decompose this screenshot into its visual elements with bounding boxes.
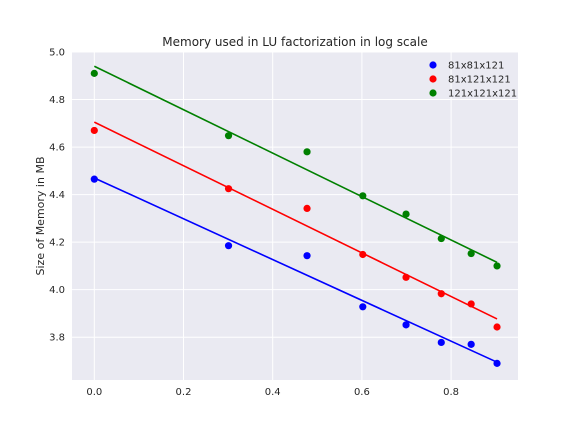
x-tick-label: 0.2 bbox=[176, 387, 192, 398]
y-tick-label: 4.8 bbox=[49, 95, 65, 106]
legend-marker bbox=[429, 61, 437, 69]
data-point bbox=[303, 252, 311, 260]
y-axis-label: Size of Memory in MB bbox=[34, 157, 47, 276]
fit-line bbox=[93, 65, 498, 264]
grid bbox=[72, 51, 518, 380]
legend-marker bbox=[429, 75, 437, 83]
data-point bbox=[224, 242, 233, 250]
data-point bbox=[224, 132, 233, 140]
fit-line bbox=[93, 121, 498, 320]
data-point bbox=[402, 210, 410, 218]
data-point bbox=[359, 303, 367, 311]
y-tick-label: 4.0 bbox=[49, 285, 65, 296]
x-tick-label: 0.4 bbox=[265, 387, 281, 398]
fit-line bbox=[93, 177, 498, 363]
x-tick-label: 0.6 bbox=[354, 387, 370, 398]
data-point bbox=[493, 359, 501, 367]
data-point bbox=[303, 204, 311, 212]
legend-label: 81x121x121 bbox=[448, 75, 511, 86]
data-point bbox=[467, 249, 475, 258]
legend-label: 121x121x121 bbox=[448, 89, 517, 100]
data-point bbox=[224, 185, 233, 193]
y-tick-label: 5.0 bbox=[49, 48, 65, 59]
y-tick-label: 4.2 bbox=[49, 238, 65, 249]
data-point bbox=[359, 250, 367, 259]
data-points bbox=[90, 69, 501, 367]
data-point bbox=[467, 340, 475, 348]
data-point bbox=[437, 290, 445, 298]
data-point bbox=[493, 323, 501, 331]
chart-title: Memory used in LU factorization in log s… bbox=[162, 35, 427, 49]
y-tick-labels: 3.8 4.0 4.2 4.4 4.6 4.8 5.0 bbox=[49, 48, 65, 344]
data-point bbox=[90, 175, 98, 183]
y-tick-label: 4.6 bbox=[49, 143, 65, 154]
y-tick-label: 3.8 bbox=[49, 333, 65, 344]
data-point bbox=[359, 192, 367, 200]
data-point bbox=[90, 69, 98, 77]
data-point bbox=[493, 262, 501, 270]
x-tick-label: 0.8 bbox=[443, 387, 459, 398]
fit-lines bbox=[93, 65, 498, 363]
data-point bbox=[90, 126, 98, 135]
data-point bbox=[303, 148, 311, 156]
data-point bbox=[402, 273, 410, 281]
legend-marker bbox=[429, 89, 437, 97]
data-point bbox=[402, 321, 410, 329]
data-point bbox=[437, 338, 445, 347]
data-point bbox=[467, 300, 475, 308]
x-tick-labels: 0.0 0.2 0.4 0.6 0.8 bbox=[86, 387, 459, 398]
legend: 81x81x121 81x121x121 121x121x121 bbox=[429, 61, 517, 100]
y-tick-label: 4.4 bbox=[49, 190, 65, 201]
legend-label: 81x81x121 bbox=[448, 61, 504, 72]
data-point bbox=[437, 234, 445, 243]
x-tick-label: 0.0 bbox=[86, 387, 102, 398]
plot-area bbox=[72, 52, 518, 380]
